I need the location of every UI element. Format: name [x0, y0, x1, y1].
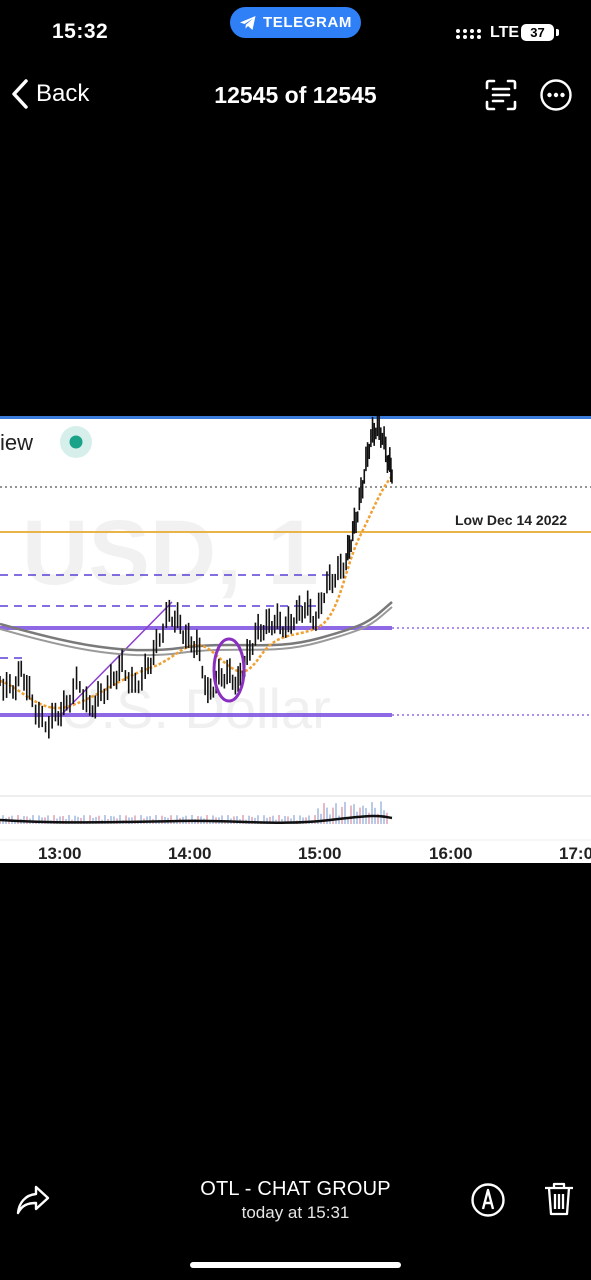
status-time: 15:32 [52, 20, 109, 43]
battery-level: 37 [530, 25, 545, 40]
more-icon [540, 79, 572, 111]
header-partial-text: iew [0, 430, 33, 455]
watermark-name: U.S. Dollar [60, 677, 331, 740]
back-label: Back [36, 80, 90, 107]
purple-level-lower [0, 713, 392, 717]
chevron-left-icon [12, 79, 28, 109]
purple-level-upper [0, 626, 392, 630]
page-title: 12545 of 12545 [214, 82, 377, 108]
image-top-border [0, 416, 591, 419]
telegram-icon [240, 15, 256, 30]
time-label-1300: 13:00 [38, 844, 81, 863]
time-label-1400: 14:00 [168, 844, 211, 863]
trash-icon [545, 1182, 573, 1216]
watermark-symbol: USD, 1 [22, 502, 319, 604]
status-dot [69, 435, 83, 449]
photo-viewer-image[interactable]: USD, 1 U.S. Dollar iew Low Dec 14 2022 [0, 416, 591, 863]
time-label-1700: 17:0 [559, 844, 591, 863]
more-button[interactable] [539, 78, 573, 112]
message-timestamp: today at 15:31 [241, 1203, 350, 1222]
time-label-1500: 15:00 [298, 844, 341, 863]
network-type: LTE [490, 24, 520, 41]
markup-icon [471, 1183, 505, 1217]
signal-icon [455, 26, 483, 40]
battery-icon: 37 [521, 24, 554, 41]
telegram-pill-label: TELEGRAM [263, 14, 352, 31]
share-icon [16, 1185, 50, 1215]
ma-slow-1 [0, 601, 393, 652]
share-button[interactable] [14, 1183, 52, 1217]
markup-button[interactable] [470, 1182, 506, 1218]
chart-screenshot: USD, 1 U.S. Dollar iew Low Dec 14 2022 [0, 416, 591, 863]
highlight-ellipse [212, 637, 246, 703]
ma-slow-2 [0, 606, 393, 657]
volume-ma [0, 814, 393, 824]
delete-button[interactable] [543, 1181, 575, 1217]
scan-text-button[interactable] [484, 78, 518, 112]
chat-name: OTL - CHAT GROUP [200, 1178, 391, 1200]
back-button[interactable]: Back [10, 78, 89, 110]
battery-tip [556, 29, 559, 36]
home-indicator [190, 1262, 401, 1268]
trend-line [59, 601, 173, 717]
price-bars [0, 416, 393, 739]
time-label-1600: 16:00 [429, 844, 472, 863]
telegram-return-pill[interactable]: TELEGRAM [230, 7, 361, 38]
low-level-label: Low Dec 14 2022 [455, 512, 567, 528]
scan-text-icon [485, 79, 517, 111]
